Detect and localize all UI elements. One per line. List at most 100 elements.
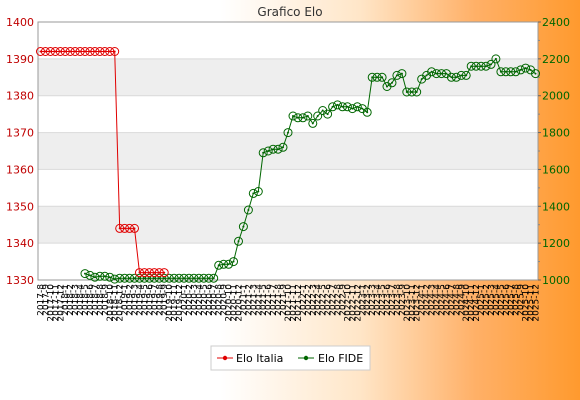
data-point-center bbox=[163, 271, 166, 274]
x-tick-label: 2018-1 bbox=[61, 284, 71, 316]
x-tick-label: 2022-8 bbox=[334, 284, 344, 316]
x-tick-label: 2021-1 bbox=[239, 284, 249, 316]
data-point-center bbox=[381, 76, 384, 79]
right-tick-label: 2200 bbox=[542, 53, 570, 66]
x-tick-label: 2023-6 bbox=[383, 284, 393, 316]
data-point-center bbox=[301, 116, 304, 119]
x-tick-label: 2025-4 bbox=[492, 284, 502, 316]
x-tick-label: 2023-2 bbox=[363, 284, 373, 316]
x-tick-label: 2021-10 bbox=[284, 284, 294, 322]
x-tick-label: 2019-11 bbox=[170, 284, 180, 322]
grid-band bbox=[38, 132, 538, 170]
data-point-center bbox=[331, 105, 334, 108]
right-tick-label: 1200 bbox=[542, 237, 570, 250]
x-tick-label: 2024-8 bbox=[452, 284, 462, 316]
right-tick-label: 2000 bbox=[542, 90, 570, 103]
data-point-center bbox=[257, 190, 260, 193]
x-tick-label: 2025-8 bbox=[512, 284, 522, 316]
left-tick-label: 1380 bbox=[6, 90, 34, 103]
data-point-center bbox=[74, 50, 77, 53]
x-tick-label: 2021-8 bbox=[274, 284, 284, 316]
x-tick-label: 2023-12 bbox=[413, 284, 423, 322]
data-point-center bbox=[153, 271, 156, 274]
data-point-center bbox=[465, 74, 468, 77]
x-tick-label: 2021-7 bbox=[269, 284, 279, 316]
chart-title: Grafico Elo bbox=[257, 5, 322, 19]
x-tick-label: 2023-11 bbox=[408, 284, 418, 322]
x-tick-label: 2020-4 bbox=[195, 284, 205, 316]
left-tick-label: 1360 bbox=[6, 163, 34, 176]
data-point bbox=[243, 205, 253, 215]
x-tick-label: 2020-3 bbox=[190, 284, 200, 316]
data-point-center bbox=[415, 91, 418, 93]
data-point-center bbox=[272, 148, 275, 151]
x-tick-label: 2025-9 bbox=[517, 284, 527, 316]
x-tick-label: 2022-10 bbox=[343, 284, 353, 322]
data-point bbox=[273, 144, 283, 154]
x-tick-label: 2020-5 bbox=[200, 284, 210, 316]
right-tick-label: 1000 bbox=[542, 274, 570, 287]
x-tick-label: 2024-12 bbox=[472, 284, 482, 322]
data-point-center bbox=[321, 109, 324, 112]
data-point-center bbox=[311, 122, 314, 125]
data-point-center bbox=[183, 277, 185, 280]
x-tick-label: 2019-1 bbox=[121, 284, 131, 316]
data-point-center bbox=[64, 50, 67, 53]
data-point-center bbox=[108, 276, 111, 279]
series-elo-fide bbox=[80, 54, 540, 284]
x-tick-label: 2021-3 bbox=[249, 284, 259, 316]
x-tick-label: 2021-9 bbox=[279, 284, 289, 316]
x-tick-label: 2023-1 bbox=[358, 284, 368, 316]
data-point bbox=[333, 100, 342, 110]
data-point bbox=[283, 128, 293, 138]
data-point-center bbox=[133, 227, 136, 230]
data-point bbox=[347, 104, 357, 114]
data-point bbox=[412, 87, 422, 97]
data-point-center bbox=[103, 50, 106, 53]
x-tick-label: 2024-3 bbox=[428, 284, 438, 316]
legend-box bbox=[210, 345, 371, 371]
x-tick-label: 2021-12 bbox=[294, 284, 304, 322]
data-point-center bbox=[277, 148, 280, 151]
x-tick-label: 2019-6 bbox=[145, 284, 155, 316]
data-point-center bbox=[252, 192, 255, 195]
x-tick-label: 2024-5 bbox=[437, 284, 447, 316]
data-point bbox=[486, 59, 496, 69]
x-tick-label: 2019-10 bbox=[165, 284, 175, 322]
right-tick-label: 1400 bbox=[542, 200, 570, 213]
x-tick-label: 2025-10 bbox=[522, 284, 532, 322]
data-point bbox=[308, 118, 318, 128]
data-point bbox=[362, 107, 372, 117]
x-tick-label: 2018-7 bbox=[91, 284, 101, 316]
data-point bbox=[451, 72, 461, 82]
data-point-center bbox=[123, 227, 126, 230]
x-tick-label: 2024-7 bbox=[447, 284, 457, 316]
data-point-center bbox=[237, 240, 240, 243]
x-tick-label: 2017-10 bbox=[46, 284, 56, 322]
data-point-center bbox=[485, 65, 487, 68]
data-point-center bbox=[455, 76, 458, 79]
x-tick-label: 2019-4 bbox=[135, 284, 145, 316]
data-point bbox=[110, 274, 120, 284]
x-tick-label: 2023-4 bbox=[373, 284, 383, 316]
left-tick-label: 1370 bbox=[6, 127, 34, 140]
data-point-center bbox=[113, 278, 116, 281]
grid-band bbox=[38, 243, 538, 280]
data-point-center bbox=[296, 116, 299, 119]
x-tick-label: 2018-6 bbox=[86, 284, 96, 316]
x-tick-label: 2024-2 bbox=[423, 284, 433, 316]
data-point bbox=[234, 236, 243, 246]
data-point bbox=[258, 148, 268, 158]
grid-band bbox=[38, 206, 538, 244]
data-point-center bbox=[351, 107, 354, 110]
x-tick-label: 2022-4 bbox=[314, 284, 324, 316]
x-tick-label: 2020-10 bbox=[225, 284, 235, 322]
data-point-center bbox=[504, 70, 507, 73]
x-tick-label: 2024-1 bbox=[418, 284, 428, 316]
x-tick-label: 2018-5 bbox=[81, 284, 91, 316]
x-tick-label: 2023-9 bbox=[398, 284, 408, 316]
data-point-center bbox=[84, 50, 86, 53]
data-point-center bbox=[435, 72, 438, 75]
grid-band bbox=[38, 22, 538, 59]
data-point-center bbox=[143, 277, 146, 280]
